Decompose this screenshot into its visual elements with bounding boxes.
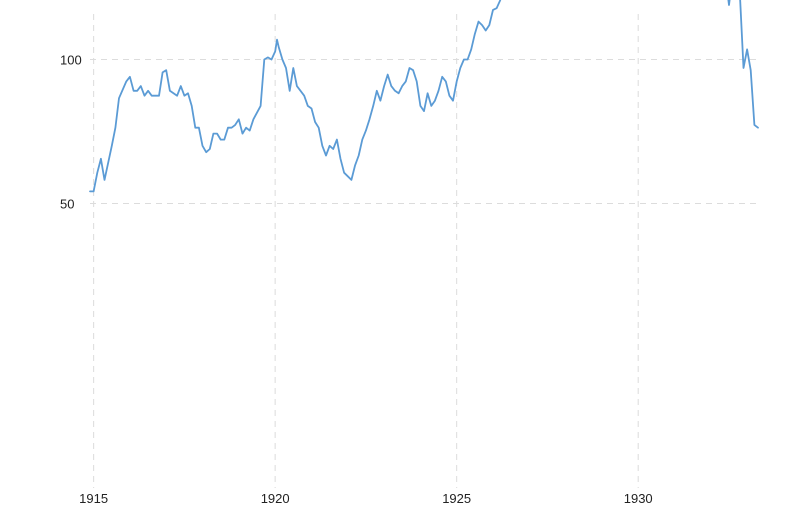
x-tick-label: 1925 xyxy=(442,491,471,506)
y-gridlines xyxy=(90,59,758,204)
series-line xyxy=(89,0,759,193)
y-tick-label: 50 xyxy=(60,196,74,211)
y-tick-label: 100 xyxy=(60,53,82,68)
x-tick-label: 1930 xyxy=(624,491,653,506)
x-axis-tick-labels: 1915 1920 1925 1930 xyxy=(79,491,652,506)
x-tick-label: 1920 xyxy=(261,491,290,506)
x-gridlines xyxy=(93,14,639,488)
x-tick-label: 1915 xyxy=(79,491,108,506)
series-group xyxy=(89,0,759,193)
y-axis-tick-labels: 50100150200250300350 xyxy=(60,53,82,212)
